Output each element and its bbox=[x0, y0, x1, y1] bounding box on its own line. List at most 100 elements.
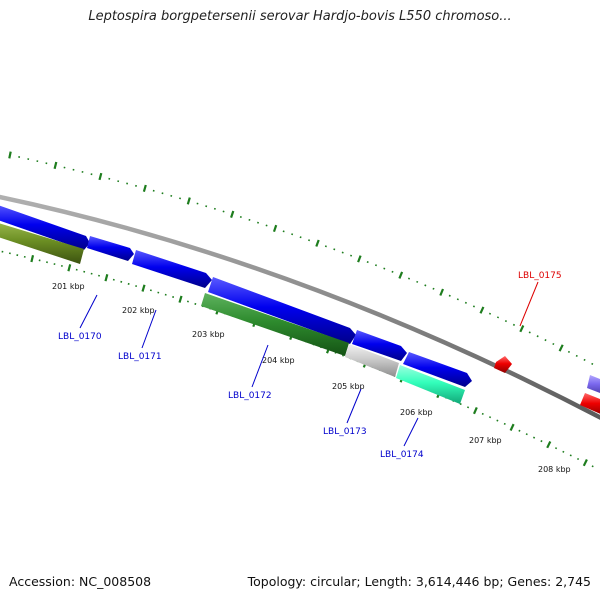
major-tick bbox=[186, 197, 191, 205]
scale-label: 207 kbp bbox=[469, 436, 502, 445]
minor-tick bbox=[544, 339, 547, 342]
major-tick bbox=[398, 271, 404, 279]
scale-label: 204 kbp bbox=[262, 356, 295, 365]
topology-summary: Topology: circular; Length: 3,614,446 bp… bbox=[247, 574, 591, 589]
map-title: Leptospira borgpetersenii serovar Hardjo… bbox=[88, 9, 512, 24]
minor-tick bbox=[554, 447, 558, 450]
gene-red-block[interactable] bbox=[580, 393, 600, 416]
minor-tick bbox=[575, 354, 578, 357]
minor-tick bbox=[525, 433, 528, 436]
minor-tick bbox=[432, 287, 435, 290]
minor-tick bbox=[299, 236, 302, 239]
major-tick bbox=[357, 255, 362, 263]
gene-track bbox=[0, 204, 600, 416]
minor-tick bbox=[194, 302, 197, 305]
minor-tick bbox=[503, 422, 506, 425]
leader-lbl-0172 bbox=[251, 344, 269, 388]
gene-green-block[interactable] bbox=[201, 293, 349, 356]
major-tick bbox=[315, 239, 320, 247]
minor-tick bbox=[532, 436, 536, 439]
gene-lbl-0170-arrow[interactable] bbox=[0, 204, 90, 250]
gene-label-lbl-0174[interactable]: LBL_0174 bbox=[380, 450, 424, 460]
minor-tick bbox=[591, 465, 594, 468]
minor-tick bbox=[569, 454, 572, 457]
minor-tick bbox=[552, 342, 555, 346]
minor-tick bbox=[341, 251, 344, 254]
leader-lbl-0174 bbox=[403, 417, 419, 447]
scale-label: 202 kbp bbox=[122, 306, 155, 315]
minor-tick bbox=[488, 416, 492, 419]
minor-tick bbox=[374, 264, 378, 267]
minor-tick bbox=[407, 277, 411, 280]
gene-label-lbl-0170[interactable]: LBL_0170 bbox=[58, 332, 102, 342]
scale-label: 206 kbp bbox=[400, 408, 433, 417]
minor-tick bbox=[120, 280, 123, 283]
minor-tick bbox=[366, 261, 369, 264]
gene-lbl-0175-marker[interactable] bbox=[494, 356, 512, 373]
minor-tick bbox=[518, 429, 521, 432]
minor-tick bbox=[496, 316, 500, 319]
major-tick bbox=[582, 459, 588, 467]
gene-olive-block[interactable] bbox=[0, 222, 84, 264]
major-tick bbox=[142, 184, 147, 193]
minor-tick bbox=[464, 301, 467, 304]
minor-tick bbox=[496, 419, 499, 422]
minor-tick bbox=[504, 320, 508, 323]
minor-tick bbox=[256, 221, 260, 224]
minor-tick bbox=[456, 298, 459, 301]
minor-tick bbox=[282, 230, 285, 233]
minor-tick bbox=[222, 210, 225, 213]
major-tick bbox=[519, 325, 525, 333]
major-tick bbox=[30, 254, 35, 263]
major-tick bbox=[509, 423, 515, 431]
minor-tick bbox=[324, 245, 327, 248]
gene-labels: LBL_0170 LBL_0171 LBL_0172 LBL_0173 LBL_… bbox=[58, 271, 562, 460]
gene-label-lbl-0171[interactable]: LBL_0171 bbox=[118, 352, 162, 362]
leader-lbl-0175 bbox=[519, 281, 539, 327]
leader-lbl-0171 bbox=[141, 309, 157, 349]
gene-purple-block[interactable] bbox=[587, 375, 600, 395]
major-tick bbox=[272, 224, 278, 233]
minor-tick bbox=[383, 267, 386, 270]
scale-label: 201 kbp bbox=[52, 282, 85, 291]
minor-tick bbox=[291, 233, 294, 236]
major-tick bbox=[67, 264, 72, 272]
minor-tick bbox=[481, 412, 484, 415]
minor-tick bbox=[448, 294, 451, 297]
minor-tick bbox=[333, 248, 336, 251]
accession-text: Accession: NC_008508 bbox=[9, 574, 152, 589]
gene-lbl-0172-arrow[interactable] bbox=[208, 277, 356, 344]
leader-lbl-0173 bbox=[346, 388, 362, 424]
minor-tick bbox=[127, 282, 130, 285]
chromosome-backbone bbox=[0, 194, 600, 420]
major-tick bbox=[178, 295, 183, 303]
gene-cyan-block[interactable] bbox=[396, 365, 465, 404]
gene-gray-block[interactable] bbox=[345, 344, 399, 377]
minor-tick bbox=[536, 335, 539, 338]
minor-tick bbox=[583, 358, 586, 361]
minor-tick bbox=[265, 224, 268, 227]
gene-label-lbl-0173[interactable]: LBL_0173 bbox=[323, 427, 367, 437]
inner-tick-ring bbox=[1, 250, 594, 468]
minor-tick bbox=[540, 440, 543, 443]
gene-lbl-0171-arrow-b[interactable] bbox=[132, 250, 212, 288]
minor-tick bbox=[466, 406, 470, 409]
leader-lbl-0170 bbox=[79, 294, 98, 329]
minor-tick bbox=[472, 305, 476, 308]
gene-lbl-0174-arrow[interactable] bbox=[403, 352, 472, 387]
major-tick bbox=[479, 306, 485, 314]
minor-tick bbox=[562, 450, 565, 453]
major-tick bbox=[104, 274, 109, 282]
scale-label: 205 kbp bbox=[332, 382, 365, 391]
major-tick bbox=[472, 406, 478, 415]
minor-tick bbox=[170, 194, 173, 197]
gene-label-lbl-0175[interactable]: LBL_0175 bbox=[518, 271, 562, 281]
major-tick bbox=[546, 441, 552, 449]
gene-lbl-0171-arrow-a[interactable] bbox=[87, 236, 134, 261]
gene-label-lbl-0172[interactable]: LBL_0172 bbox=[228, 391, 272, 401]
scale-label: 208 kbp bbox=[538, 465, 571, 474]
minor-tick bbox=[512, 323, 516, 326]
outer-tick-ring bbox=[8, 151, 594, 365]
gene-lbl-0173-arrow[interactable] bbox=[352, 330, 407, 361]
